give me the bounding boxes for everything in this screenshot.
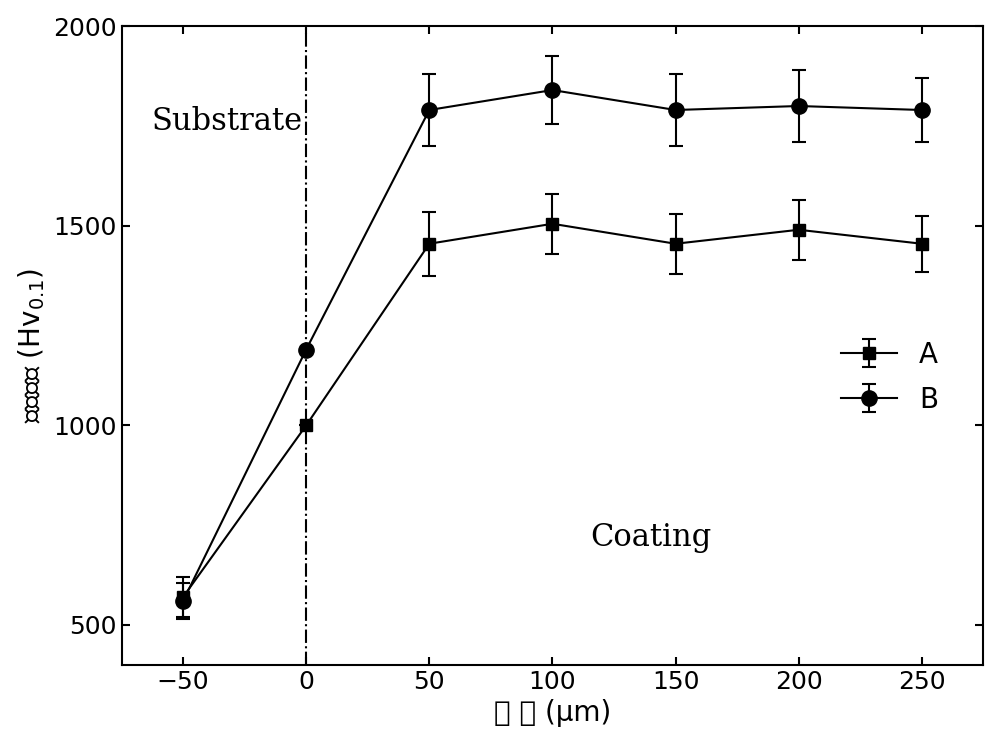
X-axis label: 距 离 (μm): 距 离 (μm) bbox=[494, 699, 611, 728]
Text: Coating: Coating bbox=[590, 522, 712, 553]
Y-axis label: 显微硬度 (Hv$_{0.1}$): 显微硬度 (Hv$_{0.1}$) bbox=[17, 268, 47, 423]
Text: Substrate: Substrate bbox=[151, 106, 302, 138]
Legend: A, B: A, B bbox=[828, 327, 952, 428]
